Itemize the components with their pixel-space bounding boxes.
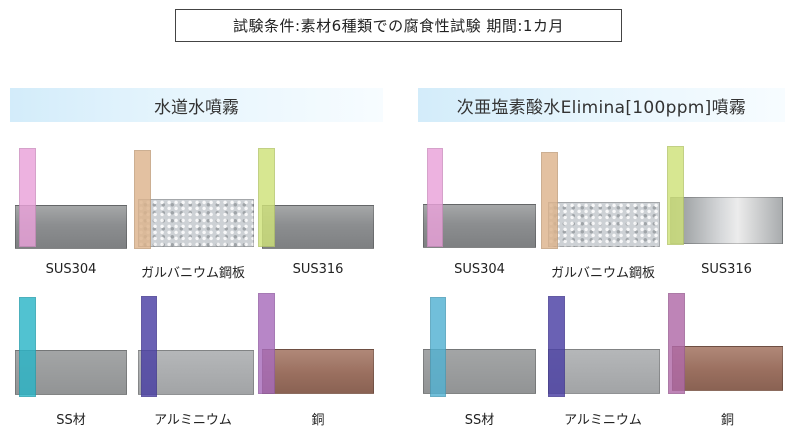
sample-tape (141, 296, 157, 397)
sample-label: ガルバニウム鋼板 (550, 266, 655, 281)
sample-tape (134, 150, 151, 249)
sample-tape (668, 293, 685, 394)
sample-plate (548, 202, 660, 247)
sample-tape (19, 297, 36, 397)
sample-tape (19, 148, 36, 247)
elimina-spray-header: 次亜塩素酸水Elimina[100ppm]噴霧 (418, 88, 785, 122)
sample-plate (548, 349, 660, 394)
sample-plate (672, 346, 783, 391)
sample-label: SUS316 (292, 262, 344, 277)
sample-tape (667, 146, 684, 245)
sample-plate (262, 349, 374, 394)
sample-plate (138, 350, 254, 395)
sample-tape (548, 296, 565, 397)
sample-tape (258, 148, 275, 247)
sample-plate (262, 205, 374, 249)
sample-label: SUS304 (454, 262, 505, 277)
sample-label: アルミニウム (154, 413, 232, 428)
sample-tape (430, 297, 446, 397)
sample-label: SS材 (464, 413, 495, 428)
tap-water-spray-header: 水道水噴霧 (10, 88, 383, 122)
sample-label: ガルバニウム鋼板 (140, 266, 245, 281)
sample-label: 銅 (720, 413, 734, 428)
sample-tape (427, 148, 443, 247)
sample-label: SS材 (56, 413, 86, 428)
sample-label: アルミニウム (564, 413, 642, 428)
sample-label: SUS316 (701, 262, 752, 277)
sample-tape (258, 293, 275, 394)
sample-plate (138, 199, 254, 247)
sample-tape (541, 152, 558, 249)
test-conditions-title: 試験条件:素材6種類での腐食性試験 期間:1カ月 (175, 9, 622, 42)
sample-plate (670, 197, 783, 244)
sample-label: 銅 (311, 413, 325, 428)
sample-label: SUS304 (45, 262, 97, 277)
